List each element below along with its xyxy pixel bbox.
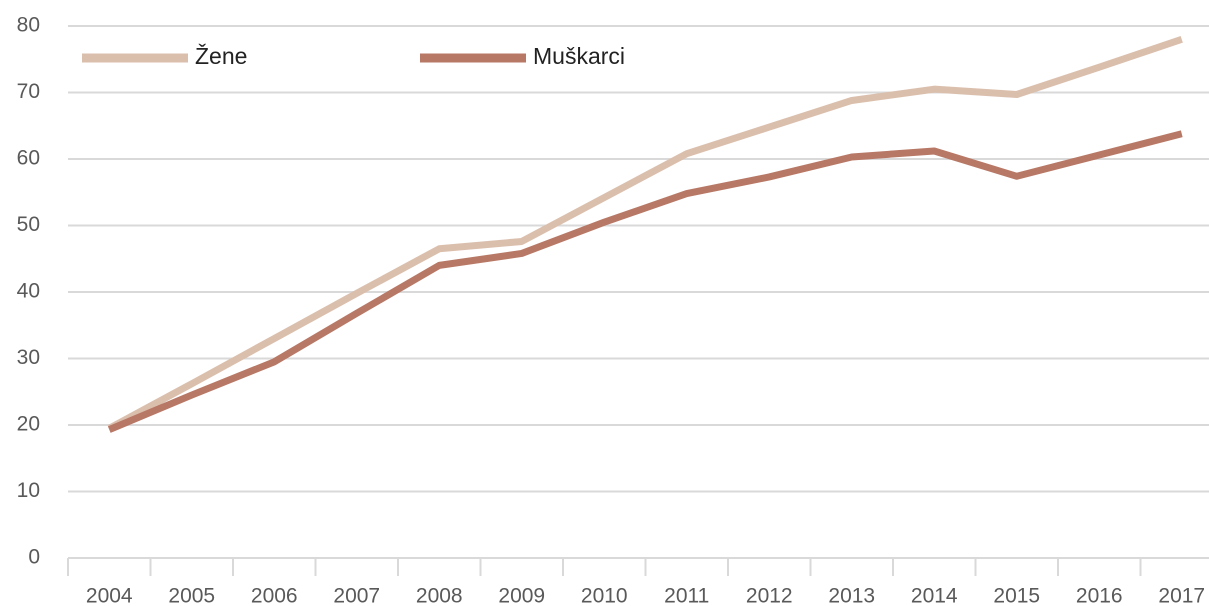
x-tick-label: 2005 <box>168 585 215 606</box>
y-tick-label: 50 <box>17 213 40 236</box>
y-tick-label: 40 <box>17 280 40 303</box>
legend: Žene Muškarci <box>82 43 625 69</box>
line-series <box>107 130 1183 433</box>
x-tick-label: 2004 <box>86 585 133 606</box>
legend-label: Muškarci <box>533 43 625 69</box>
x-tick-label: 2009 <box>498 585 545 606</box>
x-tick-label: 2016 <box>1076 585 1123 606</box>
y-tick-label: 60 <box>17 147 40 170</box>
x-tick-label: 2007 <box>333 585 380 606</box>
x-tick-label: 2017 <box>1158 585 1205 606</box>
x-tick-label: 2015 <box>993 585 1040 606</box>
x-tick-label: 2014 <box>911 585 958 606</box>
y-tick-label: 0 <box>28 546 40 569</box>
line-series <box>107 35 1183 432</box>
x-tick-label: 2008 <box>416 585 463 606</box>
y-tick-label: 70 <box>17 80 40 103</box>
x-tick-label: 2006 <box>251 585 298 606</box>
legend-label: Žene <box>195 43 247 69</box>
y-tick-label: 80 <box>17 14 40 37</box>
x-tick-label: 2012 <box>746 585 793 606</box>
x-tick-label: 2013 <box>828 585 875 606</box>
x-tick-label: 2010 <box>581 585 628 606</box>
y-tick-label: 20 <box>17 413 40 436</box>
x-tick-label: 2011 <box>664 585 709 606</box>
y-tick-label: 30 <box>17 346 40 369</box>
y-tick-label: 10 <box>17 479 40 502</box>
